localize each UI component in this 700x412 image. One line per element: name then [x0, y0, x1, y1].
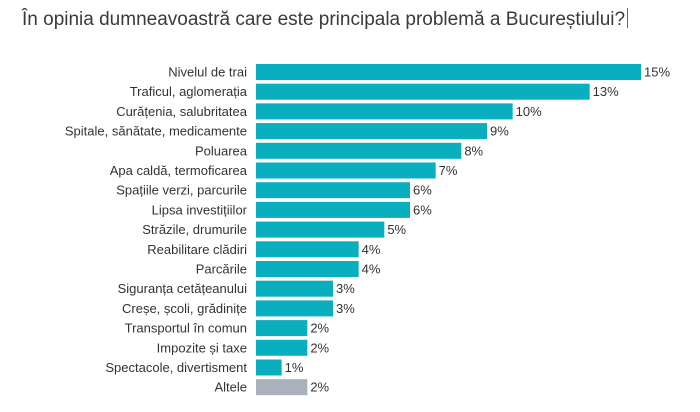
- category-label: Lipsa investițiilor: [152, 202, 248, 217]
- category-label: Poluarea: [195, 143, 248, 158]
- value-label: 7%: [439, 163, 458, 178]
- category-label: Traficul, aglomerația: [130, 84, 248, 99]
- category-label: Siguranța cetățeanului: [118, 281, 247, 296]
- category-label: Spitale, sănătate, medicamente: [65, 124, 247, 139]
- value-label: 5%: [387, 222, 406, 237]
- value-label: 13%: [593, 84, 619, 99]
- bar: [256, 83, 590, 100]
- category-label: Creșe, școli, grădinițe: [122, 301, 247, 316]
- category-label: Curățenia, salubritatea: [116, 104, 248, 119]
- category-label: Spațiile verzi, parcurile: [116, 183, 247, 198]
- category-label: Impozite și taxe: [157, 340, 247, 355]
- value-label: 3%: [336, 281, 355, 296]
- bar: [256, 201, 410, 218]
- value-label: 15%: [644, 65, 670, 80]
- category-label: Străzile, drumurile: [142, 222, 247, 237]
- category-label: Spectacole, divertisment: [105, 360, 247, 375]
- value-label: 2%: [310, 380, 329, 395]
- bar: [256, 142, 462, 159]
- text-cursor: [627, 8, 629, 28]
- bar: [256, 359, 282, 376]
- value-label: 10%: [516, 104, 542, 119]
- value-label: 4%: [362, 262, 381, 277]
- bar: [256, 182, 410, 199]
- bar: [256, 339, 308, 356]
- value-label: 9%: [490, 124, 509, 139]
- category-label: Reabilitare clădiri: [147, 242, 247, 257]
- value-label: 4%: [362, 242, 381, 257]
- value-label: 2%: [310, 340, 329, 355]
- category-label: Altele: [214, 380, 247, 395]
- bar: [256, 379, 308, 396]
- category-label: Parcările: [196, 262, 247, 277]
- bar: [256, 123, 487, 140]
- category-label: Transportul în comun: [125, 321, 247, 336]
- bar: [256, 221, 385, 238]
- value-label: 3%: [336, 301, 355, 316]
- value-label: 6%: [413, 202, 432, 217]
- category-label: Nivelul de trai: [168, 65, 247, 80]
- bar: [256, 320, 308, 337]
- bar: [256, 64, 641, 80]
- bar: [256, 300, 333, 317]
- bar: [256, 241, 359, 258]
- value-label: 6%: [413, 183, 432, 198]
- bar: [256, 280, 333, 297]
- value-label: 2%: [310, 321, 329, 336]
- chart-title: În opinia dumneavoastră care este princi…: [22, 8, 682, 31]
- value-label: 8%: [464, 143, 483, 158]
- bar: [256, 261, 359, 277]
- bar: [256, 103, 513, 120]
- bar: [256, 162, 436, 179]
- value-label: 1%: [285, 360, 304, 375]
- category-label: Apa caldă, termoficarea: [110, 163, 248, 178]
